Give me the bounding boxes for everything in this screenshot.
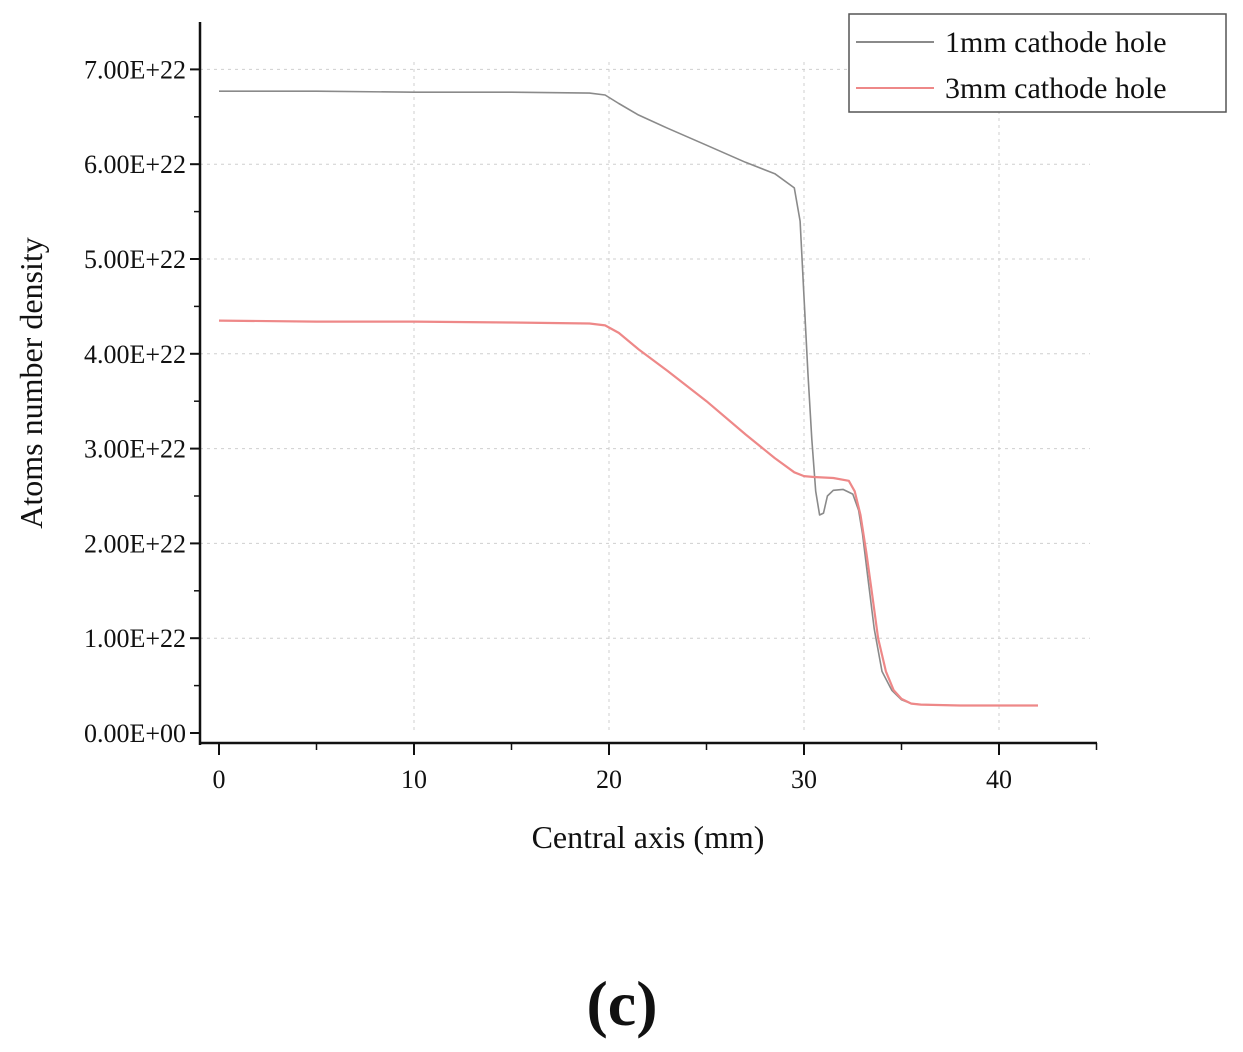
legend-label-3mm: 3mm cathode hole xyxy=(945,72,1167,105)
grid xyxy=(200,62,1090,733)
axes xyxy=(198,22,1097,745)
series-line-3mm xyxy=(218,319,1038,707)
x-tick-label: 30 xyxy=(791,765,817,794)
y-tick-label: 3.00E+22 xyxy=(84,435,186,464)
y-tick-label: 7.00E+22 xyxy=(84,55,186,84)
y-axis-title: Atoms number density xyxy=(13,237,49,529)
legend-box xyxy=(848,13,1227,113)
series-line-1mm xyxy=(219,90,1038,707)
legend: 1mm cathode hole 3mm cathode hole xyxy=(848,13,1227,113)
series-layer xyxy=(218,90,1038,707)
x-tick-label: 40 xyxy=(986,765,1012,794)
y-tick-label: 6.00E+22 xyxy=(84,150,186,179)
legend-label-1mm: 1mm cathode hole xyxy=(945,26,1167,59)
y-tick-label: 1.00E+22 xyxy=(84,624,186,653)
y-tick-label: 0.00E+00 xyxy=(84,719,186,748)
y-tick-label: 5.00E+22 xyxy=(84,245,186,274)
y-tick-label: 2.00E+22 xyxy=(84,529,186,558)
x-ticks: 0 10 20 30 40 xyxy=(213,743,1098,794)
y-ticks: 0.00E+00 1.00E+22 2.00E+22 3.00E+22 4.00E+22… xyxy=(84,55,200,748)
x-axis-title: Central axis (mm) xyxy=(532,819,765,855)
panel-label: (c) xyxy=(586,968,657,1039)
x-tick-label: 0 xyxy=(213,765,226,794)
y-tick-label: 4.00E+22 xyxy=(84,340,186,369)
x-tick-label: 20 xyxy=(596,765,622,794)
x-tick-label: 10 xyxy=(401,765,427,794)
